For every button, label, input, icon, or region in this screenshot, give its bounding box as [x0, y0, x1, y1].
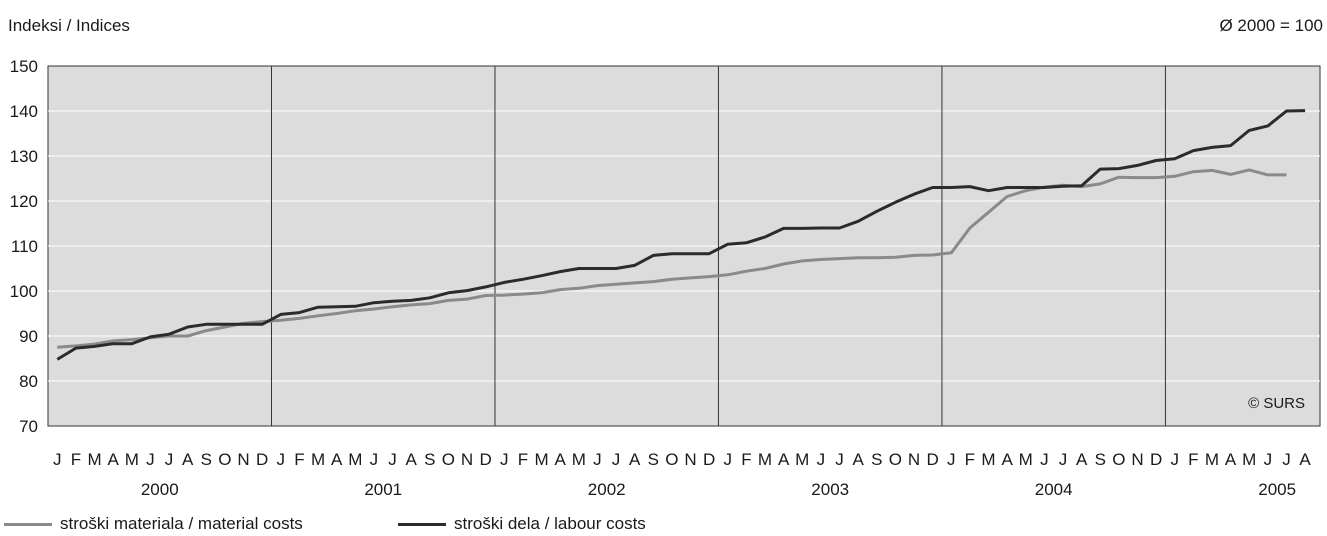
legend-label-material: stroški materiala / material costs: [60, 514, 303, 533]
x-tick-label: M: [534, 450, 548, 469]
legend-label-labour: stroški dela / labour costs: [454, 514, 646, 533]
legend-swatch-labour: [398, 522, 446, 526]
year-label: 2004: [1035, 480, 1073, 499]
y-axis-title: Indeksi / Indices: [8, 16, 130, 35]
x-tick-label: M: [572, 450, 586, 469]
x-tick-label: A: [182, 450, 194, 469]
x-tick-label: J: [1170, 450, 1179, 469]
x-tick-label: N: [908, 450, 920, 469]
y-tick-label: 140: [10, 102, 38, 121]
x-tick-label: J: [817, 450, 826, 469]
base-note: Ø 2000 = 100: [1219, 16, 1323, 35]
x-tick-label: D: [480, 450, 492, 469]
x-tick-label: O: [1112, 450, 1125, 469]
x-tick-label: N: [1131, 450, 1143, 469]
x-tick-label: F: [741, 450, 751, 469]
x-tick-label: J: [500, 450, 509, 469]
copyright-label: © SURS: [1248, 395, 1305, 412]
x-tick-label: M: [1019, 450, 1033, 469]
x-tick-label: D: [1150, 450, 1162, 469]
x-tick-label: D: [256, 450, 268, 469]
x-tick-label: F: [965, 450, 975, 469]
year-label: 2000: [141, 480, 179, 499]
x-tick-label: F: [294, 450, 304, 469]
x-tick-label: A: [1076, 450, 1088, 469]
x-tick-label: A: [554, 450, 566, 469]
x-tick-label: A: [108, 450, 120, 469]
x-tick-label: J: [388, 450, 397, 469]
x-tick-label: F: [518, 450, 528, 469]
y-tick-label: 100: [10, 282, 38, 301]
x-tick-label: A: [778, 450, 790, 469]
y-tick-label: 110: [11, 237, 38, 256]
x-tick-label: J: [1264, 450, 1273, 469]
x-tick-label: J: [947, 450, 956, 469]
x-tick-label: J: [53, 450, 62, 469]
x-tick-label: J: [1282, 450, 1291, 469]
y-tick-label: 130: [10, 147, 38, 166]
x-tick-label: M: [311, 450, 325, 469]
x-tick-label: M: [1242, 450, 1256, 469]
series-line-labour-costs: [56, 109, 1306, 361]
x-tick-label: A: [852, 450, 864, 469]
x-tick-label: F: [1188, 450, 1198, 469]
x-tick-label: J: [593, 450, 602, 469]
y-tick-label: 90: [19, 327, 38, 346]
x-tick-label: A: [331, 450, 343, 469]
x-tick-label: F: [71, 450, 81, 469]
x-tick-label: D: [703, 450, 715, 469]
x-tick-label: N: [237, 450, 249, 469]
x-tick-label: M: [125, 450, 139, 469]
x-tick-label: A: [1225, 450, 1237, 469]
x-tick-label: A: [1299, 450, 1311, 469]
year-label: 2001: [364, 480, 402, 499]
legend-swatch-material: [4, 522, 52, 526]
x-tick-label: J: [165, 450, 174, 469]
y-tick-label: 80: [19, 372, 38, 391]
year-label: 2002: [588, 480, 626, 499]
x-tick-label: J: [370, 450, 379, 469]
x-tick-label: J: [612, 450, 621, 469]
x-tick-label: S: [648, 450, 659, 469]
year-label: 2003: [811, 480, 849, 499]
legend-material-costs: stroški materiala / material costs: [4, 514, 303, 534]
x-tick-label: N: [461, 450, 473, 469]
x-tick-label: J: [1040, 450, 1049, 469]
x-tick-label: A: [1001, 450, 1013, 469]
x-tick-label: O: [218, 450, 231, 469]
x-tick-label: J: [835, 450, 844, 469]
legend-labour-costs: stroški dela / labour costs: [398, 514, 646, 534]
x-tick-label: M: [981, 450, 995, 469]
x-tick-label: M: [1205, 450, 1219, 469]
x-tick-label: A: [629, 450, 641, 469]
x-tick-label: S: [201, 450, 212, 469]
x-tick-label: J: [146, 450, 155, 469]
x-tick-label: M: [795, 450, 809, 469]
y-tick-label: 150: [10, 57, 38, 76]
x-tick-label: D: [926, 450, 938, 469]
x-tick-label: J: [1059, 450, 1068, 469]
x-tick-label: M: [87, 450, 101, 469]
x-tick-label: M: [758, 450, 772, 469]
x-tick-label: J: [277, 450, 286, 469]
x-tick-label: S: [424, 450, 435, 469]
x-tick-label: O: [889, 450, 902, 469]
y-tick-label: 120: [10, 192, 38, 211]
year-label: 2005: [1258, 480, 1296, 499]
x-tick-label: N: [684, 450, 696, 469]
x-tick-label: A: [405, 450, 417, 469]
x-tick-label: O: [665, 450, 678, 469]
x-tick-label: S: [871, 450, 882, 469]
x-tick-label: S: [1095, 450, 1106, 469]
x-tick-label: J: [724, 450, 733, 469]
x-tick-label: M: [348, 450, 362, 469]
x-tick-label: O: [442, 450, 455, 469]
y-tick-label: 70: [19, 417, 38, 436]
